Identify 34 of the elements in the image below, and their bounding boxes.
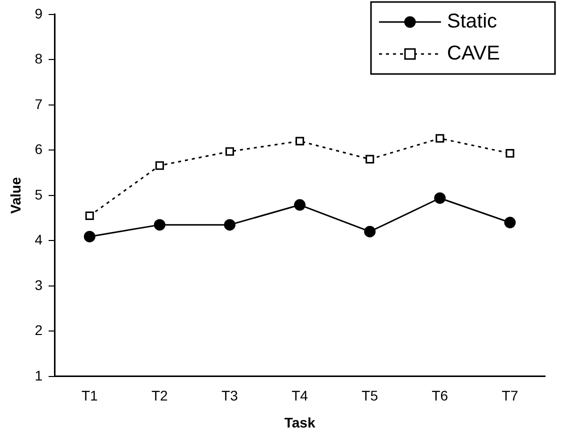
x-tick-label: T6 — [432, 388, 448, 404]
point — [225, 147, 234, 156]
y-tick-label: 7 — [34, 96, 43, 112]
point — [364, 226, 376, 238]
x-tick-label: T5 — [362, 388, 378, 404]
y-tick-label: 6 — [34, 141, 43, 158]
y-tick-label: 8 — [34, 50, 43, 67]
point — [434, 192, 446, 204]
y-tick-label: 3 — [34, 276, 43, 293]
x-tick-label: T3 — [222, 388, 238, 404]
y-tick-label: 1 — [34, 367, 43, 384]
y-tick-label: 2 — [34, 322, 43, 338]
x-tick-label: T7 — [502, 388, 518, 404]
point — [506, 149, 514, 158]
point — [155, 161, 164, 170]
legend-label: Static — [447, 10, 498, 33]
point — [224, 219, 236, 231]
x-tick-label: T1 — [81, 388, 98, 404]
point — [504, 216, 516, 228]
point — [154, 219, 166, 231]
point — [436, 134, 444, 143]
x-axis-title: Task — [284, 414, 316, 430]
y-tick-label: 5 — [34, 186, 43, 202]
point — [85, 211, 94, 220]
point — [366, 154, 374, 164]
y-tick-label: 9 — [34, 5, 43, 22]
x-tick-label: T4 — [292, 388, 308, 404]
point — [296, 136, 304, 146]
y-tick-label: 4 — [34, 232, 43, 248]
x-tick-label: T2 — [152, 388, 168, 404]
legend-label: CAVE — [447, 42, 500, 65]
point — [84, 230, 96, 242]
point — [294, 199, 306, 211]
y-axis-title: Value — [7, 176, 24, 214]
